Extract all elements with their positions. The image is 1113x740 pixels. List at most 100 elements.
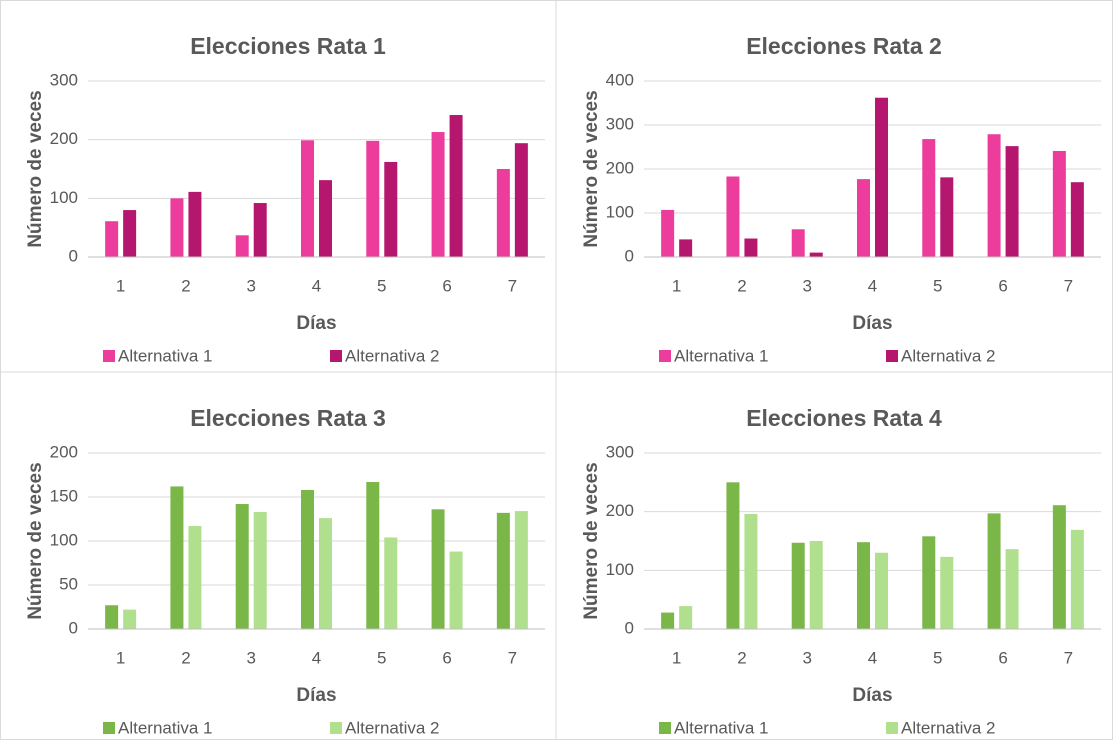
x-tick-label: 7 (508, 648, 517, 667)
bar (235, 504, 249, 629)
bar (726, 176, 740, 257)
bar (987, 134, 1001, 257)
x-tick-label: 1 (672, 648, 681, 667)
x-tick-label: 1 (116, 276, 125, 295)
y-tick-label: 150 (50, 486, 78, 505)
y-tick-label: 300 (606, 114, 634, 133)
legend-swatch (330, 350, 342, 362)
y-tick-label: 300 (606, 442, 634, 461)
x-axis-title: Días (852, 685, 892, 706)
chart-title: Elecciones Rata 3 (190, 405, 386, 431)
bar (235, 235, 249, 257)
bar (105, 221, 119, 257)
bar (857, 542, 870, 629)
bar (496, 512, 510, 629)
legend-label: Alternativa 2 (345, 718, 440, 737)
bar (1052, 505, 1066, 629)
x-tick-label: 4 (312, 648, 321, 667)
bar (679, 606, 693, 629)
y-axis-title: Número de veces (25, 90, 46, 247)
bar (105, 605, 119, 629)
x-tick-label: 7 (1064, 276, 1073, 295)
chart-title: Elecciones Rata 2 (746, 33, 942, 59)
x-tick-label: 3 (802, 276, 811, 295)
bar (431, 132, 445, 257)
legend-swatch (659, 722, 671, 734)
bar (922, 536, 936, 629)
bar (791, 542, 805, 629)
y-tick-label: 0 (625, 618, 634, 637)
bar (514, 143, 528, 257)
bar (188, 526, 202, 629)
bar (449, 551, 463, 629)
y-tick-label: 100 (606, 202, 634, 221)
bar (1005, 549, 1019, 629)
x-tick-label: 6 (442, 648, 451, 667)
y-tick-label: 200 (606, 158, 634, 177)
x-tick-label: 3 (246, 276, 255, 295)
legend-swatch (886, 350, 898, 362)
bar (940, 177, 954, 257)
x-tick-label: 6 (998, 648, 1007, 667)
bar (987, 513, 1001, 629)
x-tick-label: 4 (868, 648, 877, 667)
bar (384, 161, 398, 257)
bar (431, 509, 445, 629)
x-tick-label: 2 (181, 648, 190, 667)
bar (384, 537, 398, 629)
bar (661, 209, 675, 257)
bar (496, 169, 510, 257)
bar (1005, 146, 1019, 257)
bar (940, 556, 954, 629)
legend-label: Alternativa 1 (674, 718, 769, 737)
bar (319, 518, 332, 629)
legend-swatch (103, 350, 115, 362)
bar (857, 179, 870, 257)
x-tick-label: 1 (116, 648, 125, 667)
bar (449, 115, 463, 257)
x-tick-label: 4 (312, 276, 321, 295)
chart-title: Elecciones Rata 1 (190, 33, 386, 59)
bar (366, 482, 380, 629)
bar (922, 139, 936, 257)
x-tick-label: 3 (802, 648, 811, 667)
bar (170, 486, 184, 629)
y-tick-label: 200 (606, 501, 634, 520)
x-tick-label: 4 (868, 276, 877, 295)
bar (301, 140, 314, 257)
bar (791, 229, 805, 257)
bar (726, 482, 740, 629)
y-tick-label: 0 (625, 246, 634, 265)
y-axis-title: Número de veces (581, 462, 602, 619)
x-tick-label: 2 (737, 648, 746, 667)
y-tick-label: 100 (50, 530, 78, 549)
legend-swatch (659, 350, 671, 362)
legend-label: Alternativa 1 (118, 718, 213, 737)
bar (679, 239, 693, 257)
x-tick-label: 1 (672, 276, 681, 295)
bar (170, 198, 184, 257)
y-tick-label: 200 (50, 442, 78, 461)
y-tick-label: 200 (50, 129, 78, 148)
bar (1052, 150, 1066, 257)
x-tick-label: 2 (181, 276, 190, 295)
bar (123, 609, 137, 629)
bar (744, 238, 758, 257)
x-tick-label: 7 (1064, 648, 1073, 667)
y-axis-title: Número de veces (581, 90, 602, 247)
bar (875, 552, 888, 629)
bar (301, 489, 314, 629)
bar (253, 511, 267, 629)
y-tick-label: 100 (606, 560, 634, 579)
x-tick-label: 7 (508, 276, 517, 295)
legend-label: Alternativa 2 (345, 346, 440, 365)
bar (1070, 182, 1084, 257)
x-tick-label: 5 (377, 276, 386, 295)
y-axis-title: Número de veces (25, 462, 46, 619)
y-tick-label: 0 (69, 246, 78, 265)
bar (514, 511, 528, 629)
x-tick-label: 5 (933, 276, 942, 295)
bar (1070, 529, 1084, 629)
